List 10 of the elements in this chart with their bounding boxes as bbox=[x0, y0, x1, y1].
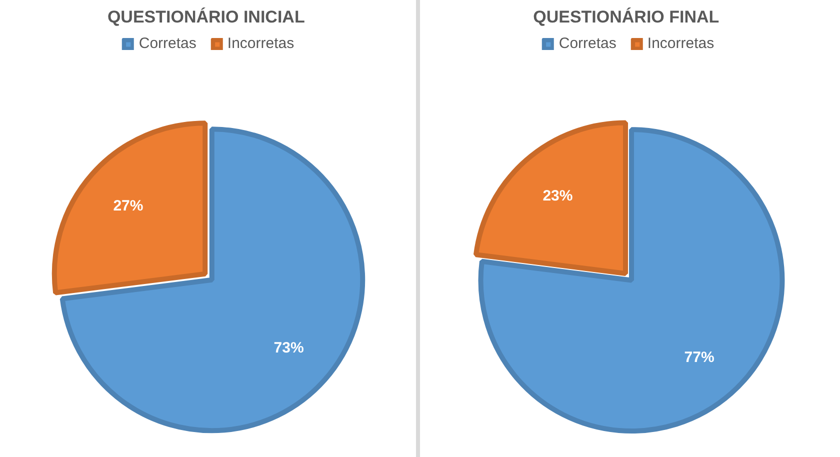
data-label: 27% bbox=[113, 197, 144, 214]
chart-title: QUESTIONÁRIO INICIAL bbox=[107, 6, 305, 26]
data-label: 77% bbox=[684, 349, 714, 366]
legend-label: Corretas bbox=[558, 35, 616, 52]
legend-label: Incorretas bbox=[647, 35, 714, 52]
legend-label: Incorretas bbox=[227, 35, 294, 52]
legend-label: Corretas bbox=[138, 35, 196, 52]
data-label: 23% bbox=[542, 188, 573, 205]
chart-title: QUESTIONÁRIO FINAL bbox=[533, 6, 720, 26]
data-label: 73% bbox=[274, 340, 304, 357]
